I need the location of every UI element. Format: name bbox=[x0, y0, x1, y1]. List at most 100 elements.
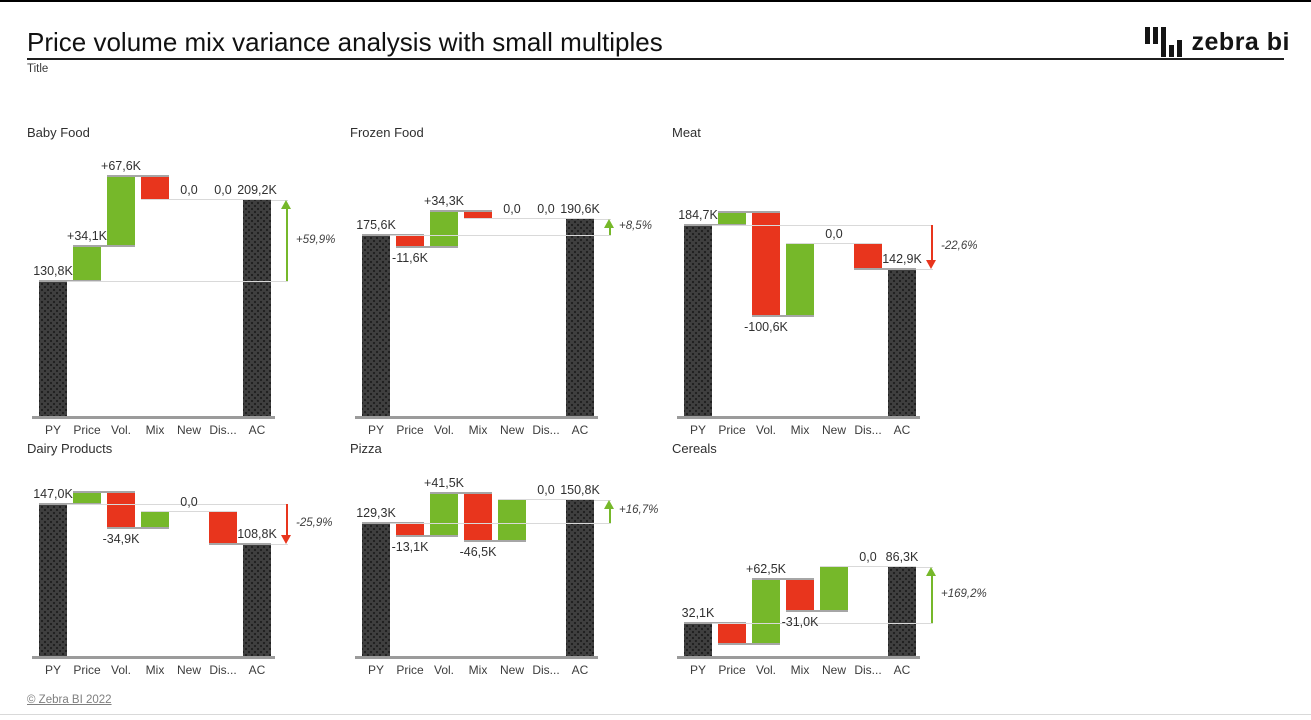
value-label-new: 0,0 bbox=[825, 227, 843, 242]
x-axis-label-price: Price bbox=[396, 663, 424, 677]
bar-mix[interactable] bbox=[464, 493, 492, 542]
level-line bbox=[712, 225, 933, 227]
bar-ac[interactable] bbox=[243, 543, 271, 656]
chart-title: Meat bbox=[672, 125, 701, 140]
bar-py[interactable] bbox=[39, 281, 67, 416]
bar-ac[interactable] bbox=[888, 566, 916, 656]
bar-mix[interactable] bbox=[141, 176, 169, 201]
waterfall-chart-pizza: Pizza 129,3K -13,1K +41,5K -46,5K 0,0 150,8K PY… bbox=[350, 436, 690, 682]
x-axis-label-dis: Dis... bbox=[532, 663, 560, 677]
x-axis-label-mix: Mix bbox=[790, 423, 810, 437]
x-axis bbox=[355, 656, 598, 659]
x-axis-label-ac: AC bbox=[248, 663, 266, 677]
connector-line bbox=[141, 199, 203, 201]
chart-subtitle: Title bbox=[27, 63, 49, 75]
connector-line bbox=[175, 511, 237, 513]
x-axis-label-new: New bbox=[176, 663, 202, 677]
level-line bbox=[271, 543, 288, 545]
x-axis-label-mix: Mix bbox=[468, 423, 488, 437]
bar-new[interactable] bbox=[498, 500, 526, 542]
value-label-vol: -34,9K bbox=[102, 531, 140, 546]
bar-vol[interactable] bbox=[430, 493, 458, 537]
bar-vol[interactable] bbox=[430, 211, 458, 247]
value-label-ac: 142,9K bbox=[882, 251, 922, 266]
bar-ac[interactable] bbox=[566, 500, 594, 656]
connector-line bbox=[107, 175, 169, 178]
chart-title: Cereals bbox=[672, 441, 717, 456]
connector-line bbox=[752, 578, 814, 581]
value-label-py: 32,1K bbox=[681, 605, 715, 620]
zebra-bi-copyright-link[interactable]: © Zebra BI 2022 bbox=[27, 694, 112, 706]
level-line bbox=[712, 622, 933, 624]
bar-price[interactable] bbox=[396, 522, 424, 537]
bar-price[interactable] bbox=[718, 211, 746, 226]
x-axis-label-ac: AC bbox=[248, 423, 266, 437]
variance-label: -22,6% bbox=[941, 239, 978, 252]
variance-arrow-head bbox=[926, 259, 936, 269]
bar-ac[interactable] bbox=[888, 268, 916, 416]
bar-mix[interactable] bbox=[464, 211, 492, 220]
connector-line bbox=[786, 243, 848, 245]
chart-title: Baby Food bbox=[27, 125, 90, 140]
plot-area: 129,3K -13,1K +41,5K -46,5K 0,0 150,8K PY Price… bbox=[350, 436, 690, 682]
bar-mix[interactable] bbox=[786, 244, 814, 316]
x-axis-label-price: Price bbox=[73, 663, 101, 677]
x-axis-label-ac: AC bbox=[893, 663, 911, 677]
bar-price[interactable] bbox=[396, 234, 424, 247]
bar-new[interactable] bbox=[820, 566, 848, 612]
bar-price[interactable] bbox=[73, 491, 101, 505]
x-axis-label-dis: Dis... bbox=[209, 663, 237, 677]
bar-mix[interactable] bbox=[141, 512, 169, 528]
bar-py[interactable] bbox=[684, 622, 712, 656]
bar-mix[interactable] bbox=[786, 579, 814, 612]
connector-line bbox=[718, 642, 780, 645]
value-label-price: -11,6K bbox=[392, 250, 428, 265]
x-axis-label-new: New bbox=[176, 423, 202, 437]
bar-price[interactable] bbox=[718, 622, 746, 644]
chart-title: Pizza bbox=[350, 441, 382, 456]
bar-py[interactable] bbox=[362, 522, 390, 656]
bar-dis[interactable] bbox=[854, 244, 882, 269]
connector-line bbox=[396, 535, 458, 538]
value-label-ac: 190,6K bbox=[560, 202, 600, 217]
value-label-vol: +67,6K bbox=[101, 159, 141, 174]
variance-arrow bbox=[931, 574, 933, 623]
bar-vol[interactable] bbox=[752, 579, 780, 644]
bar-py[interactable] bbox=[362, 234, 390, 416]
bar-ac[interactable] bbox=[243, 200, 271, 416]
bar-ac[interactable] bbox=[566, 219, 594, 416]
variance-label: +59,9% bbox=[296, 233, 336, 246]
bar-py[interactable] bbox=[39, 504, 67, 656]
connector-line bbox=[498, 499, 560, 501]
connector-line bbox=[175, 199, 237, 201]
x-axis-label-py: PY bbox=[367, 663, 385, 677]
value-label-price: -13,1K bbox=[391, 540, 429, 555]
value-label-new: 0,0 bbox=[180, 495, 198, 510]
bar-vol[interactable] bbox=[107, 491, 135, 528]
bar-py[interactable] bbox=[684, 225, 712, 416]
level-line bbox=[390, 522, 611, 524]
bar-vol[interactable] bbox=[752, 211, 780, 316]
level-line bbox=[916, 566, 933, 568]
x-axis-label-new: New bbox=[499, 423, 525, 437]
x-axis-label-price: Price bbox=[718, 423, 746, 437]
value-label-ac: 86,3K bbox=[885, 549, 919, 564]
bar-vol[interactable] bbox=[107, 176, 135, 246]
value-label-price: +34,1K bbox=[67, 228, 107, 243]
connector-line bbox=[430, 210, 492, 213]
x-axis-label-mix: Mix bbox=[468, 663, 488, 677]
variance-label: +169,2% bbox=[941, 587, 987, 600]
value-label-dis: 0,0 bbox=[537, 483, 555, 498]
connector-line bbox=[752, 314, 814, 317]
plot-area: 32,1K +62,5K -31,0K 0,0 86,3K PY Price Vol. Mix N… bbox=[672, 436, 1012, 682]
top-border bbox=[0, 0, 1311, 2]
x-axis-label-vol: Vol. bbox=[110, 423, 132, 437]
bar-dis[interactable] bbox=[209, 512, 237, 544]
x-axis-label-dis: Dis... bbox=[532, 423, 560, 437]
connector-line bbox=[464, 218, 526, 220]
x-axis bbox=[677, 416, 920, 419]
bar-price[interactable] bbox=[73, 245, 101, 281]
level-line bbox=[916, 268, 933, 270]
waterfall-chart-dairy-products: Dairy Products 147,0K -34,9K 0,0 108,8K PY Pri… bbox=[27, 436, 367, 682]
value-label-vol: +34,3K bbox=[424, 194, 464, 209]
